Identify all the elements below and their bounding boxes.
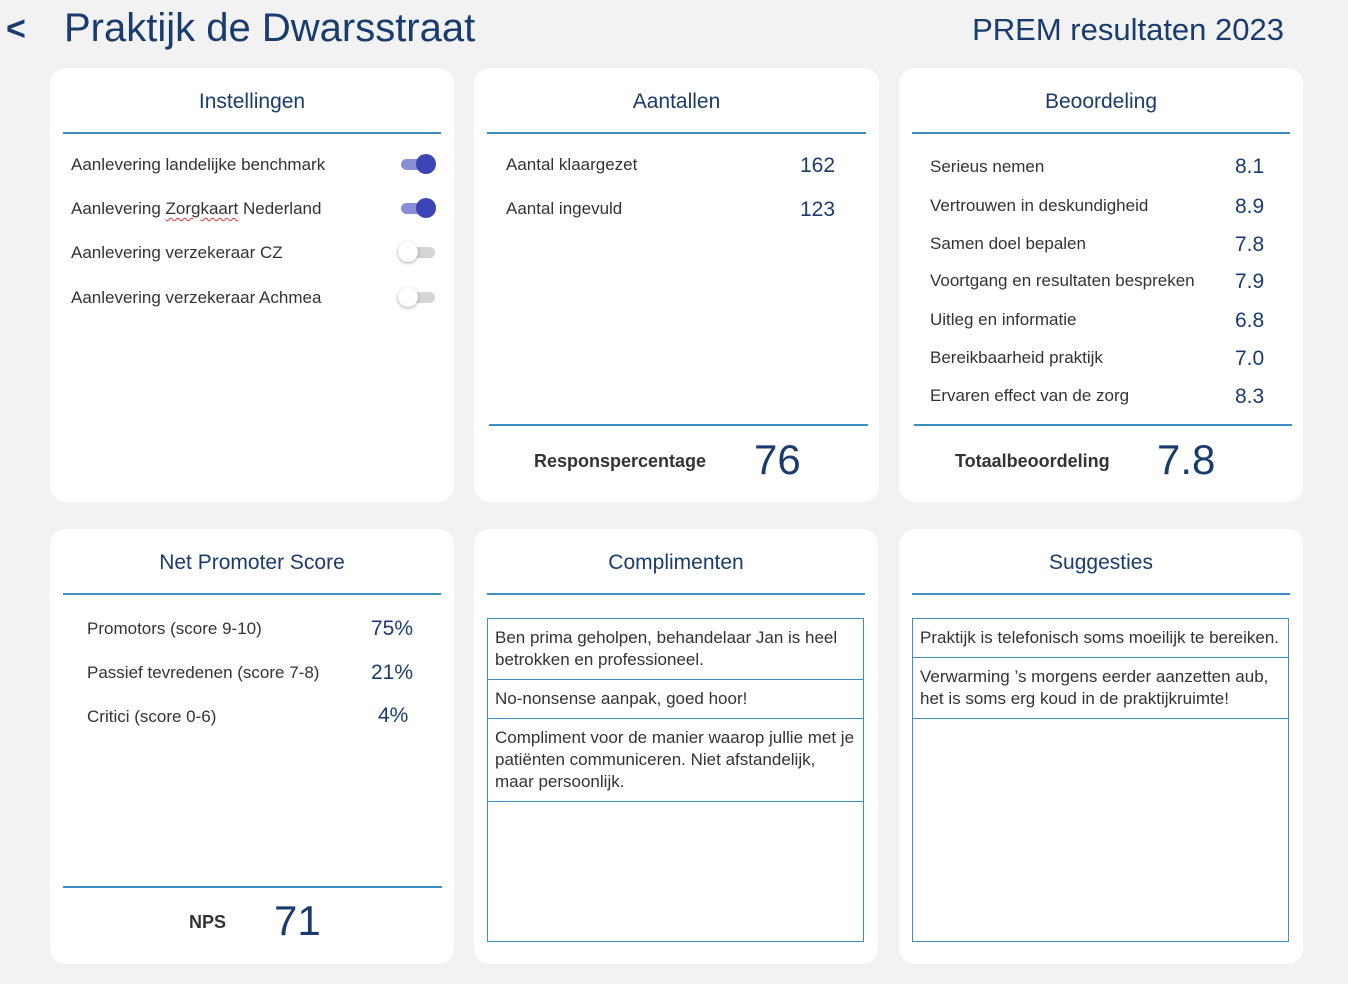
setting-label-zorgkaart-post: Nederland <box>238 199 322 218</box>
compliment-entry: No-nonsense aanpak, goed hoor! <box>488 680 863 719</box>
rating-value: 7.8 <box>1235 233 1265 256</box>
rating-divider <box>912 132 1290 134</box>
toggle-knob <box>398 287 418 307</box>
suggestions-card: Suggesties Praktijk is telefonisch soms … <box>899 529 1303 964</box>
compliments-divider <box>487 593 865 595</box>
compliment-entry: Compliment voor de manier waarop jullie … <box>488 719 863 802</box>
compliments-list[interactable]: Ben prima geholpen, behandelaar Jan is h… <box>487 618 864 942</box>
toggle-achmea[interactable] <box>398 287 435 307</box>
count-label-ingevuld: Aantal ingevuld <box>506 199 623 218</box>
rating-label: Vertrouwen in deskundigheid <box>930 196 1149 215</box>
setting-label-benchmark: Aanlevering landelijke benchmark <box>71 155 326 174</box>
suggestions-list[interactable]: Praktijk is telefonisch soms moeilijk te… <box>912 618 1289 942</box>
rating-label: Voortgang en resultaten bespreken <box>930 271 1195 290</box>
nps-card: Net Promoter Score Promotors (score 9-10… <box>50 529 454 964</box>
passives-value: 21% <box>371 661 414 684</box>
toggle-benchmark[interactable] <box>399 154 436 174</box>
suggestion-entry: Praktijk is telefonisch soms moeilijk te… <box>913 619 1288 658</box>
toggle-knob <box>398 242 418 262</box>
rating-label: Bereikbaarheid praktijk <box>930 348 1103 367</box>
critics-value: 4% <box>378 704 409 727</box>
settings-title: Instellingen <box>198 90 306 113</box>
compliments-title: Complimenten <box>608 551 744 574</box>
suggestions-divider <box>912 593 1290 595</box>
critics-label: Critici (score 0-6) <box>87 707 217 726</box>
nps-title: Net Promoter Score <box>159 551 345 574</box>
report-title: PREM resultaten 2023 <box>972 12 1284 47</box>
spellcheck-word: Zorgkaart <box>165 199 239 218</box>
total-rating-value: 7.8 <box>1157 436 1216 483</box>
suggestion-entry: Verwarming ’s morgens eerder aanzetten a… <box>913 658 1288 719</box>
counts-title: Aantallen <box>632 90 721 113</box>
counts-divider <box>487 132 866 134</box>
nps-bottom-divider <box>63 886 442 888</box>
rating-label: Ervaren effect van de zorg <box>930 386 1130 405</box>
toggle-knob <box>416 154 436 174</box>
counts-bottom-divider <box>489 424 868 426</box>
rating-value: 7.0 <box>1235 347 1265 370</box>
page-title: Praktijk de Dwarsstraat <box>64 6 476 50</box>
suggestions-title: Suggesties <box>1049 551 1153 574</box>
rating-value: 8.1 <box>1235 155 1265 178</box>
response-label: Responspercentage <box>534 451 707 471</box>
promotors-label: Promotors (score 9-10) <box>87 619 262 638</box>
toggle-knob <box>416 198 436 218</box>
response-value: 76 <box>754 436 801 483</box>
compliment-entry: Ben prima geholpen, behandelaar Jan is h… <box>488 619 863 680</box>
toggle-cz[interactable] <box>398 242 435 262</box>
rating-label: Serieus nemen <box>930 157 1045 176</box>
nps-label: NPS <box>189 912 227 932</box>
rating-value: 6.8 <box>1235 309 1265 332</box>
promotors-value: 75% <box>371 617 414 640</box>
compliments-card: Complimenten Ben prima geholpen, behande… <box>474 529 878 964</box>
counts-card: Aantallen Aantal klaargezet 162 Aantal i… <box>474 68 879 502</box>
settings-card: Instellingen Aanlevering landelijke benc… <box>50 68 454 502</box>
setting-label-zorgkaart: Aanlevering Zorgkaart Nederland <box>71 199 321 219</box>
toggle-track <box>401 247 435 258</box>
count-label-klaargezet: Aantal klaargezet <box>506 155 638 174</box>
total-rating-label: Totaalbeoordeling <box>955 451 1110 471</box>
rating-label: Samen doel bepalen <box>930 234 1086 253</box>
count-value-klaargezet: 162 <box>800 154 836 177</box>
rating-value: 7.9 <box>1235 270 1265 293</box>
setting-label-achmea: Aanlevering verzekeraar Achmea <box>71 288 322 307</box>
nps-divider <box>63 593 441 595</box>
rating-value: 8.3 <box>1235 385 1265 408</box>
rating-label: Uitleg en informatie <box>930 310 1077 329</box>
toggle-zorgkaart[interactable] <box>399 198 436 218</box>
toggle-track <box>401 292 435 303</box>
nps-value: 71 <box>274 897 321 944</box>
back-button[interactable]: < <box>6 10 26 48</box>
passives-label: Passief tevredenen (score 7-8) <box>87 663 320 682</box>
rating-bottom-divider <box>914 424 1292 426</box>
rating-value: 8.9 <box>1235 195 1265 218</box>
setting-label-cz: Aanlevering verzekeraar CZ <box>71 243 283 262</box>
settings-divider <box>63 132 441 134</box>
rating-card: Beoordeling Serieus nemen 8.1 Vertrouwen… <box>899 68 1303 502</box>
rating-title: Beoordeling <box>1044 90 1158 113</box>
count-value-ingevuld: 123 <box>800 198 836 221</box>
setting-label-zorgkaart-pre: Aanlevering <box>71 199 166 218</box>
